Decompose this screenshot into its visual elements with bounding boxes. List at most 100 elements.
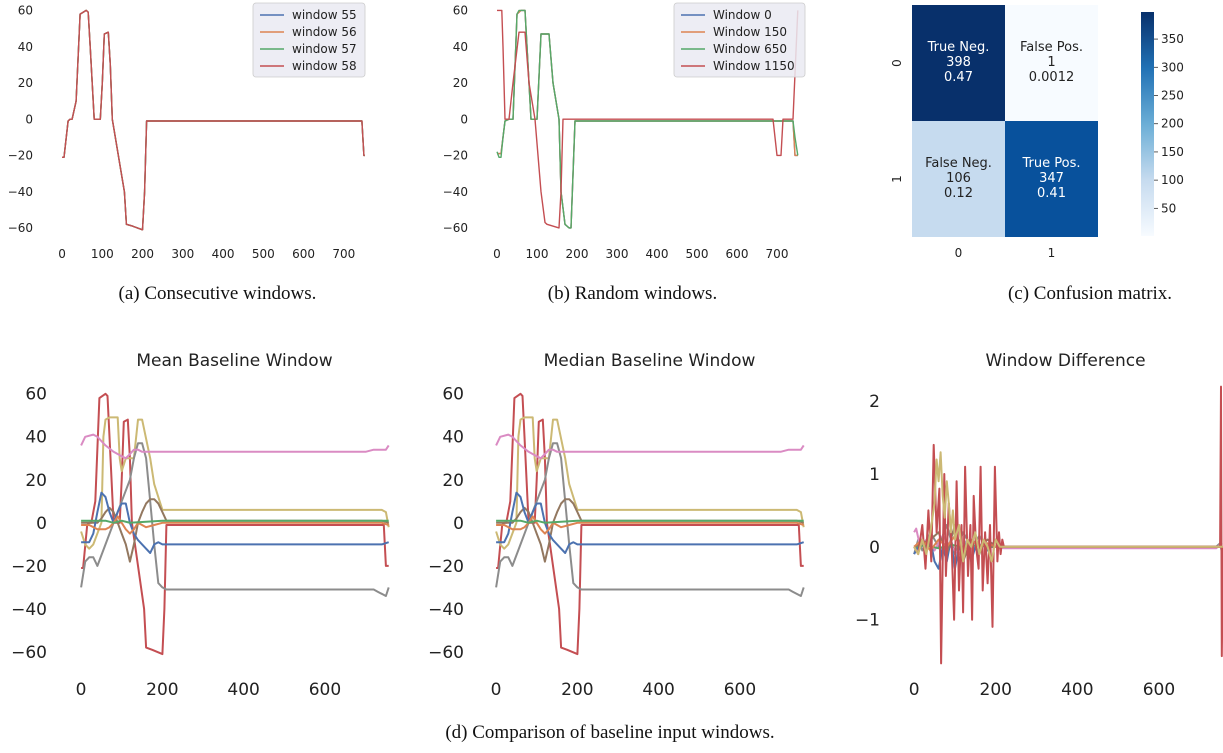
y-tick-label: −60 xyxy=(443,221,468,235)
colorbar-tick-label: 150 xyxy=(1161,145,1184,159)
caption-c: (c) Confusion matrix. xyxy=(1007,283,1173,304)
caption-d: (d) Comparison of baseline input windows… xyxy=(445,722,775,743)
x-tick-label: 600 xyxy=(724,680,756,700)
series-line-3 xyxy=(495,442,805,597)
x-tick-label: 400 xyxy=(646,247,669,261)
y-tick-label: 2 xyxy=(869,392,880,412)
legend-box xyxy=(252,2,366,78)
legend-label: window 58 xyxy=(292,59,357,73)
heatmap-cell xyxy=(912,5,1005,121)
x-tick-label: 300 xyxy=(171,247,194,261)
x-tick-label: 600 xyxy=(726,247,749,261)
cell-text: 0.41 xyxy=(1037,186,1066,201)
x-tick-label: 400 xyxy=(212,247,235,261)
y-tick-label: 40 xyxy=(25,428,47,448)
y-tick-label: 0 xyxy=(890,59,904,67)
y-tick-label: 60 xyxy=(453,4,468,18)
chart-title: Median Baseline Window xyxy=(544,351,756,371)
legend-box xyxy=(673,2,806,78)
y-tick-label: 20 xyxy=(18,76,33,90)
cell-text: 398 xyxy=(946,55,971,70)
cell-text: True Neg. xyxy=(927,40,990,55)
y-tick-label: 20 xyxy=(442,471,464,491)
cell-text: 106 xyxy=(946,171,971,186)
x-tick-label: 400 xyxy=(642,680,674,700)
colorbar-tick-label: 300 xyxy=(1161,60,1184,74)
series-line-5 xyxy=(496,498,804,563)
series-line-8 xyxy=(913,451,1223,563)
x-tick-label: 300 xyxy=(606,247,629,261)
colorbar-tick-label: 350 xyxy=(1161,32,1184,46)
colorbar-tick-label: 200 xyxy=(1161,117,1184,131)
series-line-7 xyxy=(913,385,1223,665)
x-tick-label: 200 xyxy=(566,247,589,261)
x-tick-label: 600 xyxy=(309,680,341,700)
x-tick-label: 0 xyxy=(491,680,502,700)
y-tick-label: 1 xyxy=(869,465,880,485)
series-line-2 xyxy=(80,416,390,550)
cell-text: 0.47 xyxy=(944,70,973,85)
y-tick-label: −60 xyxy=(8,221,33,235)
x-tick-label: 200 xyxy=(980,680,1012,700)
x-tick-label: 700 xyxy=(766,247,789,261)
chart-title: Window Difference xyxy=(985,351,1145,371)
series-line-5 xyxy=(81,498,389,563)
caption-b: (b) Random windows. xyxy=(547,283,718,304)
chart-d3: Window Difference 2 1 0 −1 0 200 400 600 xyxy=(855,351,1223,700)
legend: window 55 window 56 window 57 window 58 xyxy=(252,2,366,78)
y-tick-label: 0 xyxy=(869,538,880,558)
colorbar-tick-label: 100 xyxy=(1161,173,1184,187)
x-tick-label: 0 xyxy=(955,246,963,260)
y-tick-label: 60 xyxy=(25,385,47,405)
y-tick-label: −40 xyxy=(443,185,468,199)
legend-label: window 56 xyxy=(292,25,357,39)
colorbar-tick-label: 50 xyxy=(1161,201,1176,215)
x-tick-label: 200 xyxy=(146,680,178,700)
y-tick-label: 40 xyxy=(453,40,468,54)
series-line-1 xyxy=(496,392,804,656)
legend: Window 0 Window 150 Window 650 Window 1150 xyxy=(673,2,806,78)
y-tick-label: −1 xyxy=(855,611,880,631)
legend-label: window 55 xyxy=(292,8,357,22)
legend-label: Window 0 xyxy=(713,8,772,22)
legend-label: window 57 xyxy=(292,42,357,56)
series-line-8 xyxy=(496,519,804,524)
series-line-8 xyxy=(81,519,389,524)
series-line-7 xyxy=(81,515,390,535)
cell-text: 0.12 xyxy=(944,186,973,201)
x-tick-label: 0 xyxy=(58,247,66,261)
series-line-4 xyxy=(495,433,805,460)
x-tick-label: 500 xyxy=(252,247,275,261)
x-tick-label: 400 xyxy=(1061,680,1093,700)
series-line-2 xyxy=(495,416,805,550)
cell-text: 1 xyxy=(1047,55,1055,70)
y-tick-label: 20 xyxy=(453,76,468,90)
series-line-4 xyxy=(62,9,365,231)
y-tick-label: −60 xyxy=(428,643,464,663)
y-tick-label: −20 xyxy=(8,149,33,163)
x-tick-label: 100 xyxy=(526,247,549,261)
y-tick-label: 20 xyxy=(25,471,47,491)
x-tick-label: 700 xyxy=(332,247,355,261)
colorbar-tick-label: 250 xyxy=(1161,89,1184,103)
heatmap-cell xyxy=(912,121,1005,237)
y-tick-label: 40 xyxy=(18,40,33,54)
series-line-3 xyxy=(80,442,390,597)
series-line-1 xyxy=(81,392,389,656)
x-tick-label: 500 xyxy=(686,247,709,261)
series-line-4 xyxy=(497,9,799,229)
x-tick-label: 100 xyxy=(91,247,114,261)
series-line-3 xyxy=(496,9,799,229)
y-tick-label: 0 xyxy=(453,514,464,534)
x-tick-label: 200 xyxy=(131,247,154,261)
cell-text: 0.0012 xyxy=(1029,70,1075,85)
x-tick-label: 400 xyxy=(227,680,259,700)
cell-text: True Pos. xyxy=(1022,156,1081,171)
y-tick-label: 60 xyxy=(18,4,33,18)
x-tick-label: 0 xyxy=(493,247,501,261)
